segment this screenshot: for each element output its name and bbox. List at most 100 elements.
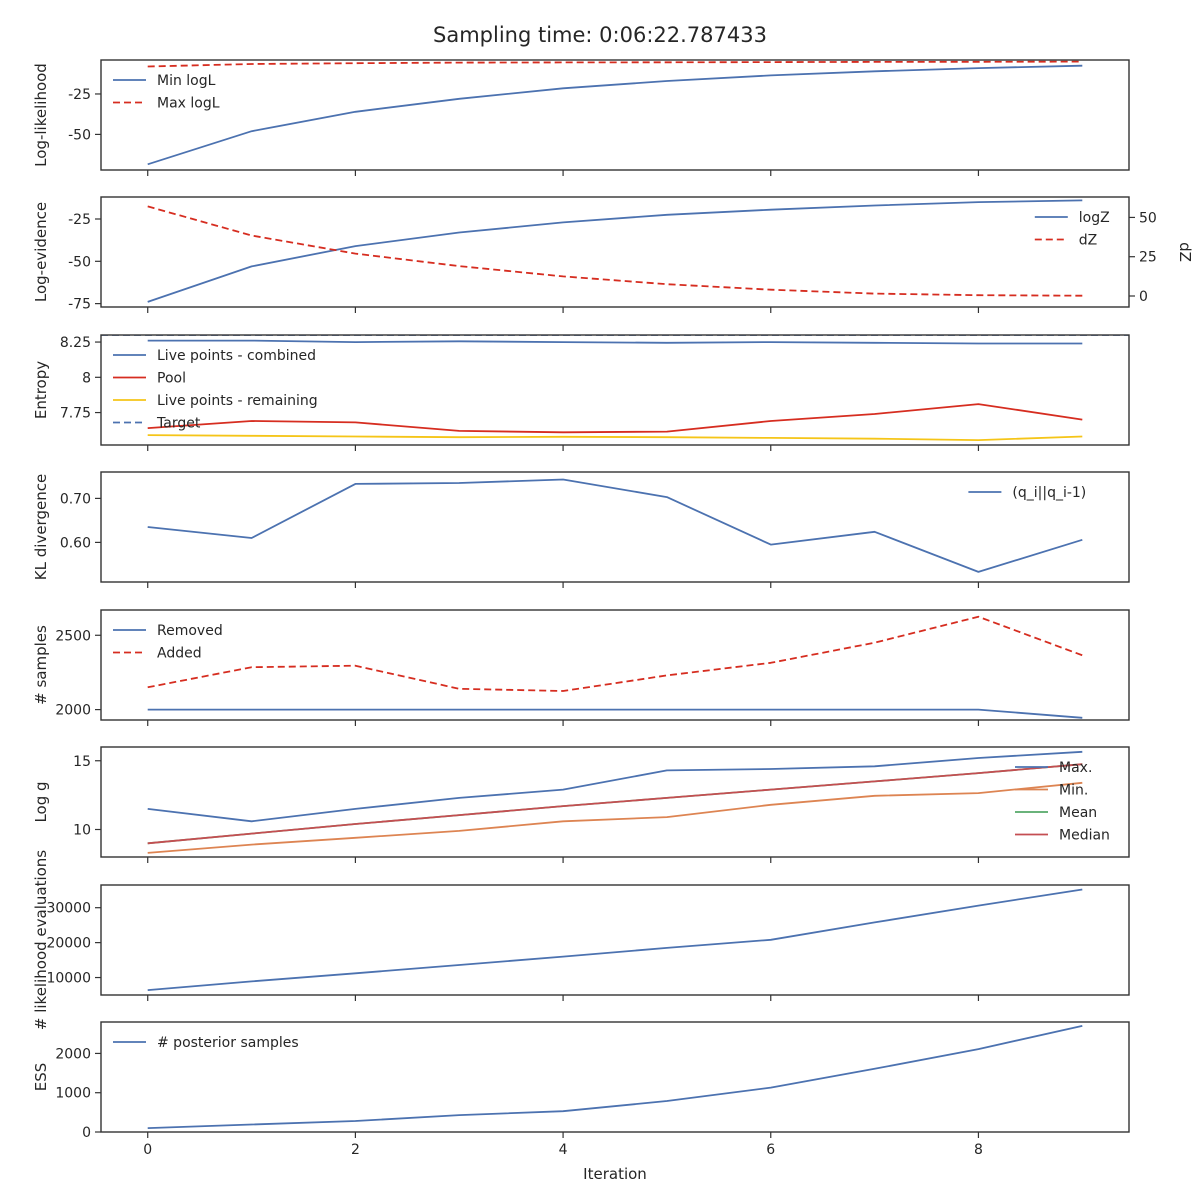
series-line-1 [147,478,1083,573]
subplot-3: 7.75 8 8.25 Entropy Live points - combined Po… [32,334,1130,451]
y2-axis-label: dZ [1176,242,1194,262]
series-line-3 [147,434,1083,442]
series-line-1 [147,339,1083,345]
y-tick-label: 8 [82,370,91,386]
legend-label: Live points - combined [157,348,316,364]
y-tick-label: 2500 [55,628,91,644]
series-layer [147,615,1083,719]
series-line-1 [147,888,1083,991]
y-tick-label: 20000 [46,936,91,952]
y-tick-label: 30000 [46,901,91,917]
series-line-1 [147,708,1083,719]
subplot-1: -50 -25 Log-likelihood Min logL Max logL [32,59,1130,176]
axes-frame [100,59,1130,171]
x-tick-label: 0 [143,1142,152,1158]
legend-label: Mean [1059,805,1097,821]
axes-frame [100,471,1130,583]
series-layer [147,60,1083,166]
y-axis-label: Entropy [32,361,50,419]
legend-label: # posterior samples [157,1035,299,1051]
y-tick-label: -25 [68,87,91,103]
legend: Min logL Max logL [113,73,220,112]
axes-frame [100,746,1130,858]
legend: logZ dZ [1034,210,1110,249]
series-line-2 [147,403,1083,434]
y-tick-label: 15 [73,754,91,770]
series-layer [147,199,1083,303]
y-tick-label: 2000 [55,703,91,719]
axes-frame [100,196,1130,308]
subplot-8: 0 1000 2000 0 2 4 6 8 ESS # posterior samples [32,1021,1130,1158]
legend-label: Min. [1059,783,1088,799]
y-tick-label: 10 [73,823,91,839]
y2-tick-label: 50 [1139,210,1157,226]
legend-label: Max logL [157,96,220,112]
series-layer [147,888,1083,991]
series-line-2 [147,60,1083,68]
y-tick-label: 7.75 [60,406,91,422]
legend-label: Removed [157,623,223,639]
legend-label: Max. [1059,760,1092,776]
legend: (q_i||q_i-1) [968,485,1086,501]
y-tick-label: -50 [68,254,91,270]
y-tick-label: 0 [82,1125,91,1141]
series-line-4 [147,763,1083,845]
x-tick-label: 6 [766,1142,775,1158]
series-line-1 [147,199,1083,303]
subplot-2: -75 -50 -25 0 25 50 dZ Log-evidence logZ dZ [32,196,1194,313]
y-tick-label: -50 [68,127,91,143]
series-line-2 [147,615,1083,692]
y-axis-label: ESS [32,1063,50,1092]
y-axis-label: Log g [32,781,50,822]
x-tick-label: 8 [974,1142,983,1158]
series-line-1 [147,750,1083,823]
legend-label: (q_i||q_i-1) [1012,485,1086,501]
series-layer [147,750,1083,854]
figure-title: Sampling time: 0:06:22.787433 [433,23,767,47]
axes-frame [100,609,1130,721]
y-tick-label: -75 [68,297,91,313]
y-axis-label: Log-likelihood [32,63,50,167]
y-axis-label: # likelihood evaluations [32,850,50,1030]
series-line-2 [147,781,1083,854]
axes-frame [100,334,1130,446]
y-axis-label: # samples [32,625,50,705]
y-tick-label: 0.70 [60,491,91,507]
x-tick-label: 4 [559,1142,568,1158]
y-axis-label: KL divergence [32,474,50,580]
subplot-4: 0.60 0.70 KL divergence (q_i||q_i-1) [32,471,1130,588]
series-line-1 [147,1025,1083,1129]
x-tick-label: 2 [351,1142,360,1158]
series-layer [101,335,1129,442]
axes-frame [100,1021,1130,1133]
y-tick-label: 10000 [46,971,91,987]
legend-label: logZ [1079,210,1110,226]
legend: Max. Min. Mean Median [1015,760,1110,844]
y-tick-label: 0.60 [60,535,91,551]
y-axis-label: Log-evidence [32,202,50,302]
y-tick-label: 2000 [55,1046,91,1062]
legend-label: Live points - remaining [157,393,318,409]
legend-label: dZ [1079,233,1097,249]
subplot-5: 2000 2500 # samples Removed Added [32,609,1130,726]
subplot-7: 10000 20000 30000# likelihood evaluations [32,850,1130,1030]
series-line-1 [147,64,1083,166]
legend-label: Added [157,646,202,662]
y-tick-label: 1000 [55,1086,91,1102]
legend-label: Min logL [157,73,216,89]
legend-label: Pool [157,371,186,387]
y2-tick-label: 25 [1139,250,1157,266]
y2-tick-label: 0 [1139,289,1148,305]
legend-label: Median [1059,828,1110,844]
subplot-6: 10 15 Log g Max. Min. Mean Median [32,746,1130,863]
y-tick-label: -25 [68,212,91,228]
series-layer [147,1025,1083,1129]
legend: # posterior samples [113,1035,299,1051]
y-tick-label: 8.25 [60,335,91,351]
axes-frame [100,884,1130,996]
legend: Removed Added [113,623,223,662]
series-line-2 [147,205,1083,297]
legend-label: Target [156,416,201,432]
